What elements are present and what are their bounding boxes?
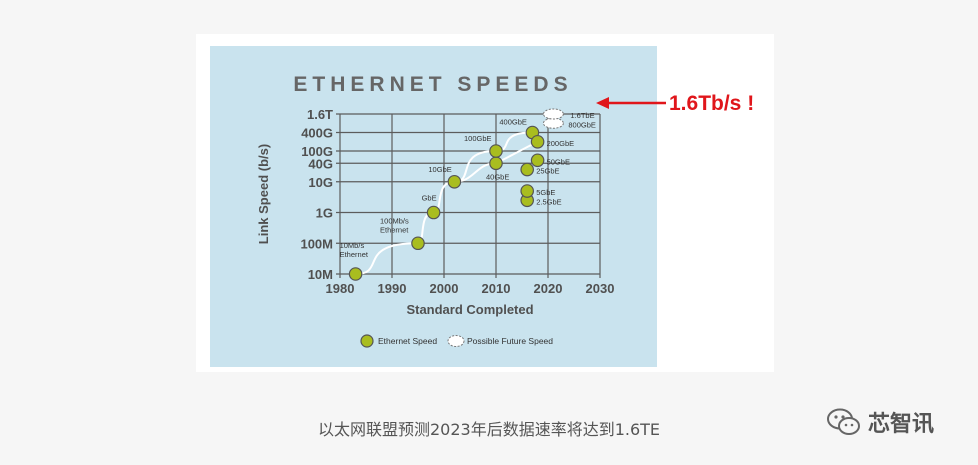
callout-label: 1.6Tb/s ! <box>669 92 755 115</box>
y-tick-100G: 100G <box>301 144 333 159</box>
image-caption: 以太网联盟预测2023年后数据速率将达到1.6TE <box>317 420 661 439</box>
data-point-future-1 <box>542 108 564 120</box>
y-tick-10G: 10G <box>308 175 333 190</box>
point-label-ethernet-2: GbE <box>422 194 437 203</box>
data-point-ethernet-11 <box>530 134 545 149</box>
x-tick-2030: 2030 <box>586 281 615 296</box>
point-label-ethernet-4: 40GbE <box>486 172 509 181</box>
point-label-ethernet-9: 400GbE <box>499 118 527 127</box>
y-tick-10M: 10M <box>308 267 333 282</box>
y-axis-label: Link Speed (b/s) <box>256 144 271 244</box>
y-tick-400G: 400G <box>301 126 333 141</box>
data-point-ethernet-1 <box>411 236 425 251</box>
point-label-future-0: 800GbE <box>568 120 596 129</box>
point-label-ethernet-1-line0: 100Mb/s <box>380 216 409 225</box>
chart-title: ETHERNET SPEEDS <box>293 73 572 96</box>
point-label-ethernet-3: 10GbE <box>428 165 451 174</box>
point-label-ethernet-11: 200GbE <box>547 139 575 148</box>
data-point-future-0 <box>542 117 564 129</box>
wechat-icon <box>827 408 860 435</box>
legend-marker-future <box>447 335 465 347</box>
point-label-ethernet-7: 5GbE <box>536 188 555 197</box>
x-tick-2000: 2000 <box>430 281 459 296</box>
data-point-ethernet-4 <box>489 156 503 171</box>
y-tick-1.6T: 1.6T <box>307 107 333 122</box>
x-tick-2010: 2010 <box>482 281 511 296</box>
callout-arrow <box>596 97 666 109</box>
point-label-ethernet-10: 50GbE <box>547 157 570 166</box>
legend-label-ethernet: Ethernet Speed <box>378 336 437 346</box>
data-point-ethernet-2 <box>426 205 441 220</box>
point-label-ethernet-0-line1: Ethernet <box>340 250 369 259</box>
data-point-ethernet-7 <box>520 184 534 198</box>
y-tick-100M: 100M <box>300 236 333 251</box>
watermark: 芯智讯 <box>826 405 934 439</box>
point-label-ethernet-6: 2.5GbE <box>536 197 561 206</box>
x-tick-1980: 1980 <box>326 281 355 296</box>
y-tick-1G: 1G <box>316 206 333 221</box>
point-label-ethernet-8: 25GbE <box>536 167 559 176</box>
data-point-ethernet-10 <box>530 153 545 168</box>
legend-marker-ethernet <box>360 334 374 348</box>
point-label-ethernet-1-line1: Ethernet <box>380 225 409 234</box>
point-label-ethernet-0-line0: 10Mb/s <box>340 241 365 250</box>
point-label-ethernet-5: 100GbE <box>464 134 492 143</box>
data-point-ethernet-0 <box>348 267 363 281</box>
y-tick-40G: 40G <box>308 156 333 171</box>
point-label-future-1: 1.6TbE <box>570 111 594 120</box>
ethernet-speeds-chart: ETHERNET SPEEDS 1980 1990 2000 2010 2020 2030 1… <box>256 73 615 348</box>
x-tick-2020: 2020 <box>534 281 563 296</box>
x-axis-label: Standard Completed <box>406 302 533 317</box>
data-point-ethernet-8 <box>520 162 534 177</box>
data-point-ethernet-3 <box>447 174 462 189</box>
legend-label-future: Possible Future Speed <box>467 336 553 346</box>
x-tick-1990: 1990 <box>378 281 407 296</box>
data-point-ethernet-5 <box>489 144 503 158</box>
watermark-text: 芯智讯 <box>868 412 935 437</box>
